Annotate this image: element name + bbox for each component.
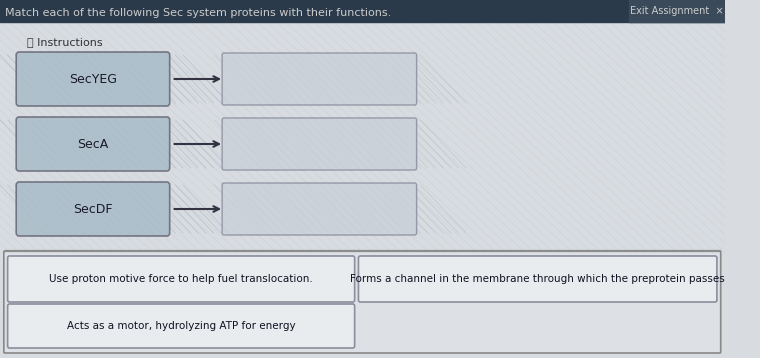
FancyBboxPatch shape — [16, 182, 169, 236]
FancyBboxPatch shape — [16, 117, 169, 171]
FancyBboxPatch shape — [359, 256, 717, 302]
Bar — [5, 252, 720, 352]
Bar — [0, 0, 724, 22]
Text: Acts as a motor, hydrolyzing ATP for energy: Acts as a motor, hydrolyzing ATP for ene… — [67, 321, 296, 331]
Text: SecYEG: SecYEG — [69, 73, 117, 86]
Bar — [629, 0, 724, 22]
Text: SecDF: SecDF — [73, 203, 112, 216]
FancyBboxPatch shape — [8, 304, 355, 348]
Text: Match each of the following Sec system proteins with their functions.: Match each of the following Sec system p… — [5, 8, 391, 18]
FancyBboxPatch shape — [222, 53, 416, 105]
Bar — [5, 250, 720, 251]
FancyBboxPatch shape — [222, 118, 416, 170]
Text: SecA: SecA — [78, 137, 109, 150]
Text: Forms a channel in the membrane through which the preprotein passes: Forms a channel in the membrane through … — [350, 274, 725, 284]
Text: Exit Assignment  ×: Exit Assignment × — [630, 6, 724, 16]
FancyBboxPatch shape — [222, 183, 416, 235]
FancyBboxPatch shape — [8, 256, 355, 302]
FancyBboxPatch shape — [16, 52, 169, 106]
Bar — [0, 22, 724, 252]
Text: Use proton motive force to help fuel translocation.: Use proton motive force to help fuel tra… — [49, 274, 313, 284]
Text: ⓘ Instructions: ⓘ Instructions — [27, 37, 103, 47]
